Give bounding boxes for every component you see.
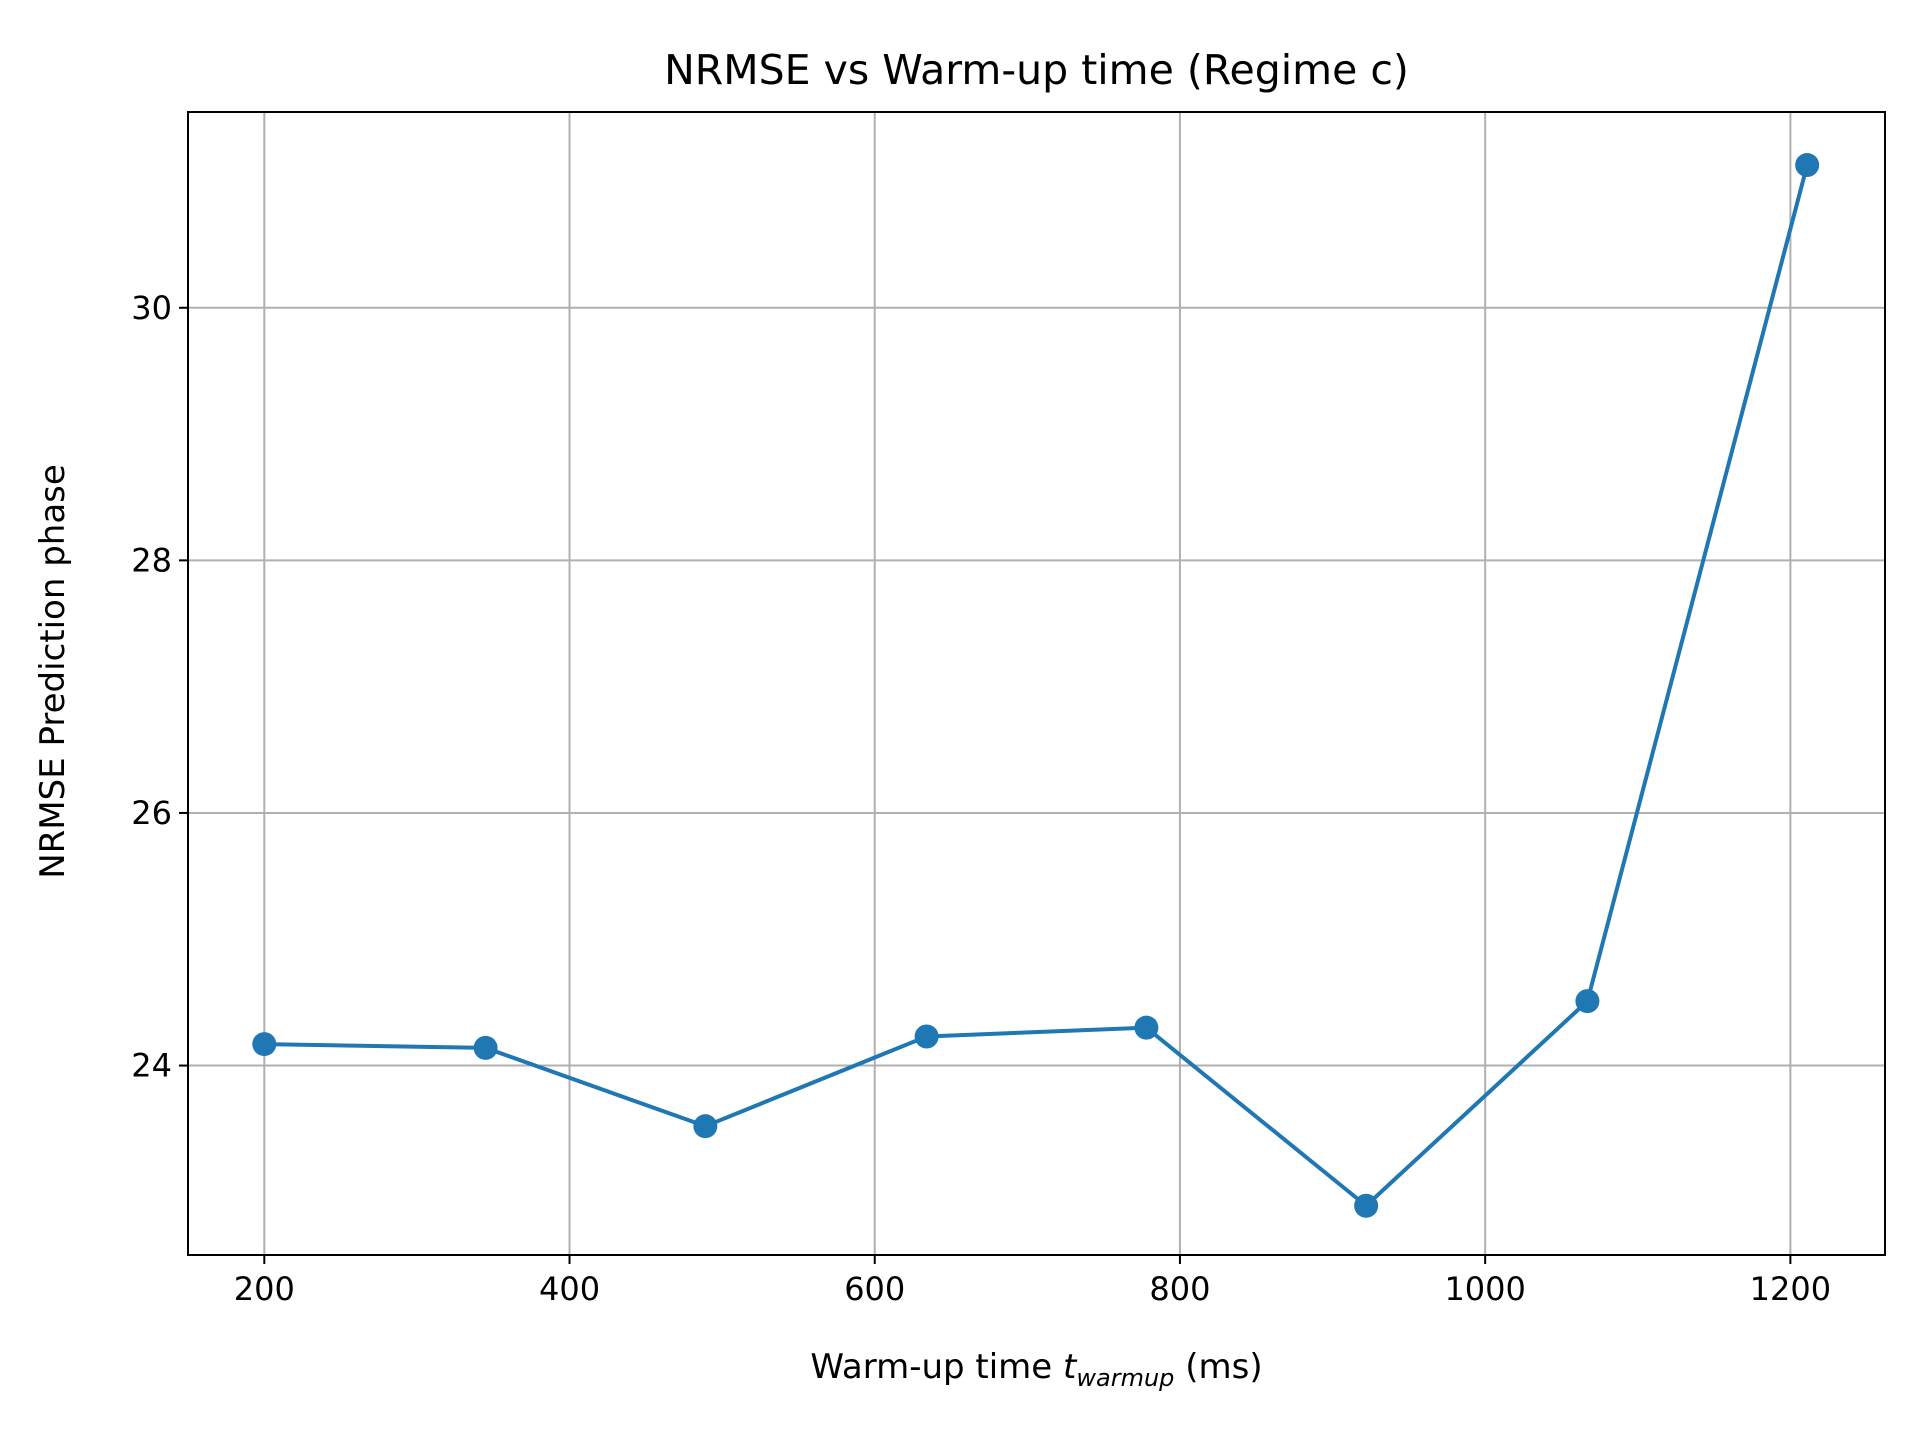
series-line [264, 164, 1810, 1208]
x-tick-label: 800 [1149, 1270, 1210, 1308]
data-point [1354, 1193, 1379, 1218]
x-tick-label: 1200 [1750, 1270, 1831, 1308]
y-axis-ticks: 24 26 28 30 [131, 289, 188, 1085]
y-tick-label: 28 [131, 541, 172, 579]
x-axis-label-prefix: Warm-up time [810, 1347, 1063, 1387]
x-axis-label: Warm-up time twarmup (ms) [810, 1347, 1262, 1392]
x-axis-label-subscript: warmup [1076, 1364, 1174, 1392]
x-tick-label: 1000 [1444, 1270, 1525, 1308]
y-tick-label: 30 [131, 289, 172, 327]
x-tick-label: 200 [234, 1270, 295, 1308]
x-axis-label-suffix: (ms) [1174, 1347, 1262, 1387]
y-axis-label: NRMSE Prediction phase [33, 464, 73, 879]
data-point [1134, 1015, 1159, 1040]
data-point [1795, 153, 1820, 178]
data-point [252, 1032, 277, 1057]
x-tick-label: 400 [539, 1270, 600, 1308]
x-tick-label: 600 [844, 1270, 905, 1308]
series-layer [252, 153, 1820, 1218]
chart-title: NRMSE vs Warm-up time (Regime c) [664, 46, 1409, 94]
y-tick-label: 24 [131, 1047, 172, 1085]
grid [188, 112, 1885, 1255]
x-axis-ticks: 200 400 600 800 1000 1200 [234, 1255, 1831, 1308]
data-point [914, 1024, 939, 1049]
data-point [693, 1114, 718, 1139]
y-tick-label: 26 [131, 794, 172, 832]
plot-frame [187, 111, 1886, 1256]
data-point [1575, 989, 1600, 1014]
x-axis-label-symbol: t [1063, 1347, 1078, 1387]
data-point [473, 1035, 498, 1060]
